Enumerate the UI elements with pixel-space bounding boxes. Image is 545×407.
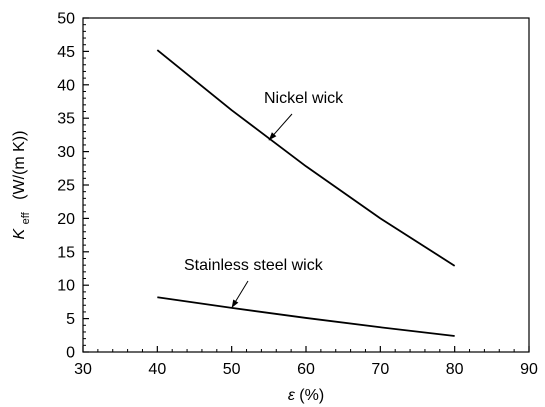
nickel-wick-arrow-head [268, 132, 277, 141]
x-tick-labels: 30 40 50 60 70 80 90 [74, 361, 538, 378]
x-tick-label: 50 [223, 361, 241, 378]
annotations: Nickel wick Stainless steel wick [184, 90, 344, 309]
y-tick-label: 35 [57, 111, 75, 128]
y-tick-label: 30 [57, 144, 75, 161]
x-tick-label: 80 [446, 361, 464, 378]
y-tick-label: 25 [57, 178, 75, 195]
stainless-steel-wick-label: Stainless steel wick [184, 257, 324, 274]
nickel-wick-line [156, 49, 456, 267]
x-tick-label: 40 [148, 361, 166, 378]
y-axis-label: K eff (W/(m K)) [11, 131, 33, 240]
y-tick-label: 50 [57, 11, 75, 28]
x-axis-unit: (%) [299, 387, 324, 404]
y-axis-symbol: K [11, 227, 28, 239]
stainless-steel-wick-arrow-head [231, 299, 239, 308]
x-axis-symbol: ε [288, 387, 296, 404]
y-axis-subscript: eff [20, 211, 32, 224]
x-axis-label: ε (%) [288, 387, 324, 404]
y-axis-unit: (W/(m K)) [11, 131, 28, 200]
stainless-steel-wick-line [157, 296, 455, 337]
x-tick-label: 30 [74, 361, 92, 378]
y-tick-label: 40 [57, 77, 75, 94]
y-tick-label: 5 [66, 311, 75, 328]
y-tick-label: 15 [57, 244, 75, 261]
y-tick-label: 20 [57, 211, 75, 228]
y-tick-label: 0 [66, 345, 75, 362]
series-lines [156, 49, 456, 337]
x-tick-label: 70 [371, 361, 389, 378]
x-tick-label: 60 [297, 361, 315, 378]
minor-ticks [83, 24, 515, 352]
nickel-wick-label: Nickel wick [264, 90, 344, 107]
plot-frame [82, 17, 530, 353]
x-tick-label: 90 [520, 361, 538, 378]
y-tick-label: 10 [57, 278, 75, 295]
y-tick-labels: 0 5 10 15 20 25 30 35 40 45 50 [57, 11, 75, 362]
major-ticks [82, 17, 530, 353]
y-tick-label: 45 [57, 44, 75, 61]
